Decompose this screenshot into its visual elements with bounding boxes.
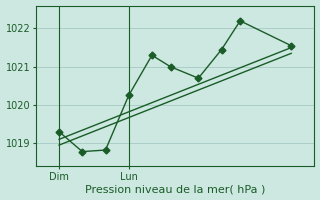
- X-axis label: Pression niveau de la mer( hPa ): Pression niveau de la mer( hPa ): [85, 184, 265, 194]
